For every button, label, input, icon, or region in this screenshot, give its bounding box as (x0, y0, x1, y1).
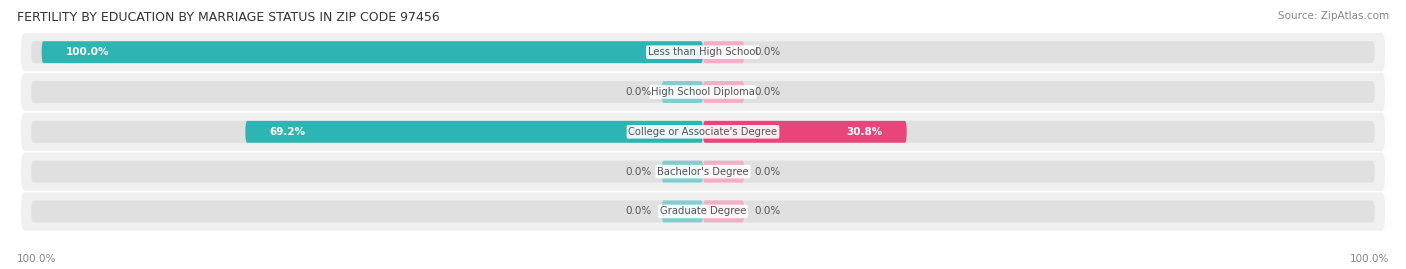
FancyBboxPatch shape (21, 192, 1385, 231)
Text: FERTILITY BY EDUCATION BY MARRIAGE STATUS IN ZIP CODE 97456: FERTILITY BY EDUCATION BY MARRIAGE STATU… (17, 11, 440, 24)
FancyBboxPatch shape (703, 81, 744, 103)
FancyBboxPatch shape (31, 121, 1375, 143)
Text: 100.0%: 100.0% (66, 47, 110, 57)
FancyBboxPatch shape (31, 161, 1375, 183)
FancyBboxPatch shape (703, 200, 744, 222)
FancyBboxPatch shape (42, 41, 703, 63)
Text: High School Diploma: High School Diploma (651, 87, 755, 97)
Text: Source: ZipAtlas.com: Source: ZipAtlas.com (1278, 11, 1389, 21)
Text: Less than High School: Less than High School (648, 47, 758, 57)
Text: 0.0%: 0.0% (755, 206, 780, 217)
Text: 0.0%: 0.0% (755, 87, 780, 97)
FancyBboxPatch shape (703, 121, 907, 143)
Text: College or Associate's Degree: College or Associate's Degree (628, 127, 778, 137)
FancyBboxPatch shape (662, 81, 703, 103)
Text: 30.8%: 30.8% (846, 127, 883, 137)
FancyBboxPatch shape (21, 153, 1385, 191)
Text: 0.0%: 0.0% (755, 167, 780, 177)
FancyBboxPatch shape (31, 41, 1375, 63)
FancyBboxPatch shape (21, 73, 1385, 111)
FancyBboxPatch shape (662, 200, 703, 222)
Text: 100.0%: 100.0% (17, 254, 56, 264)
FancyBboxPatch shape (31, 200, 1375, 222)
FancyBboxPatch shape (31, 81, 1375, 103)
FancyBboxPatch shape (245, 121, 703, 143)
FancyBboxPatch shape (703, 161, 744, 183)
Text: Bachelor's Degree: Bachelor's Degree (657, 167, 749, 177)
Text: 0.0%: 0.0% (626, 167, 651, 177)
FancyBboxPatch shape (662, 161, 703, 183)
FancyBboxPatch shape (703, 41, 744, 63)
Text: 0.0%: 0.0% (626, 206, 651, 217)
FancyBboxPatch shape (21, 33, 1385, 71)
Text: Graduate Degree: Graduate Degree (659, 206, 747, 217)
Text: 100.0%: 100.0% (1350, 254, 1389, 264)
Text: 0.0%: 0.0% (626, 87, 651, 97)
Text: 0.0%: 0.0% (755, 47, 780, 57)
FancyBboxPatch shape (21, 113, 1385, 151)
Text: 69.2%: 69.2% (270, 127, 305, 137)
